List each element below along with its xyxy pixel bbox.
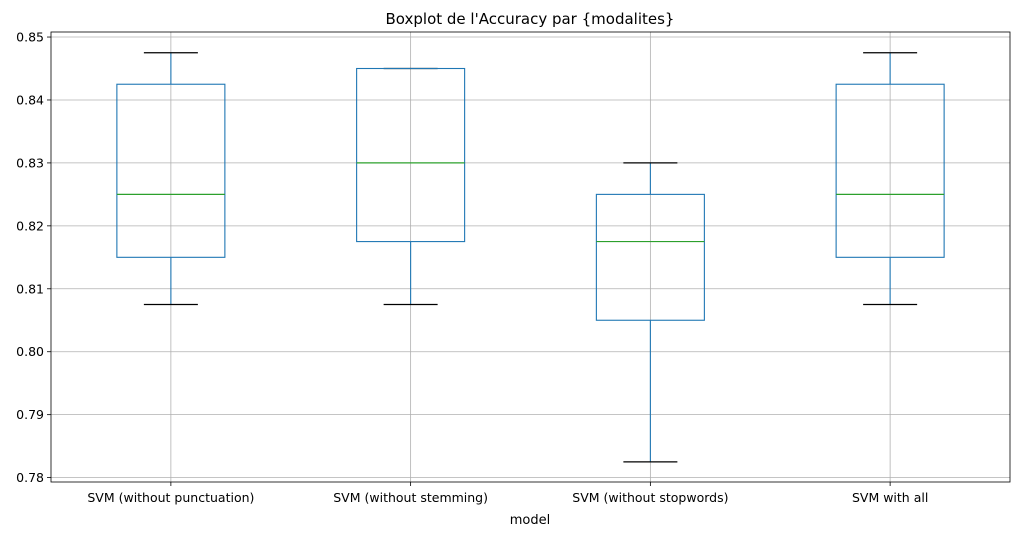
box-group <box>356 67 466 306</box>
x-tick-label: SVM (without stemming) <box>333 490 488 505</box>
y-tick-label: 0.80 <box>16 344 44 359</box>
y-tick-label: 0.78 <box>16 470 44 485</box>
x-tick-label: SVM (without punctuation) <box>87 490 254 505</box>
y-tick-label: 0.81 <box>16 281 44 296</box>
x-tick-label: SVM with all <box>852 490 928 505</box>
iqr-box <box>835 83 945 258</box>
x-axis-label: model <box>510 513 550 528</box>
box-group <box>595 162 705 463</box>
chart-title: Boxplot de l'Accuracy par {modalites} <box>386 10 675 28</box>
plot-frame <box>50 31 1011 483</box>
grid-layer <box>51 32 1010 482</box>
y-axis: 0.78 0.79 0.80 0.81 0.82 0.83 0.84 0.85 <box>16 30 51 485</box>
box-group <box>116 52 226 306</box>
y-tick-label: 0.79 <box>16 407 44 422</box>
y-tick-label: 0.83 <box>16 155 44 170</box>
boxes-layer <box>116 52 945 463</box>
box-group <box>835 52 945 306</box>
iqr-box <box>356 67 466 243</box>
y-tick-label: 0.82 <box>16 218 44 233</box>
y-tick-label: 0.84 <box>16 92 44 107</box>
x-tick-label: SVM (without stopwords) <box>572 490 728 505</box>
iqr-box <box>595 193 705 321</box>
x-axis: SVM (without punctuation) SVM (without st… <box>87 482 928 505</box>
iqr-box <box>116 83 226 258</box>
y-tick-label: 0.85 <box>16 30 44 45</box>
